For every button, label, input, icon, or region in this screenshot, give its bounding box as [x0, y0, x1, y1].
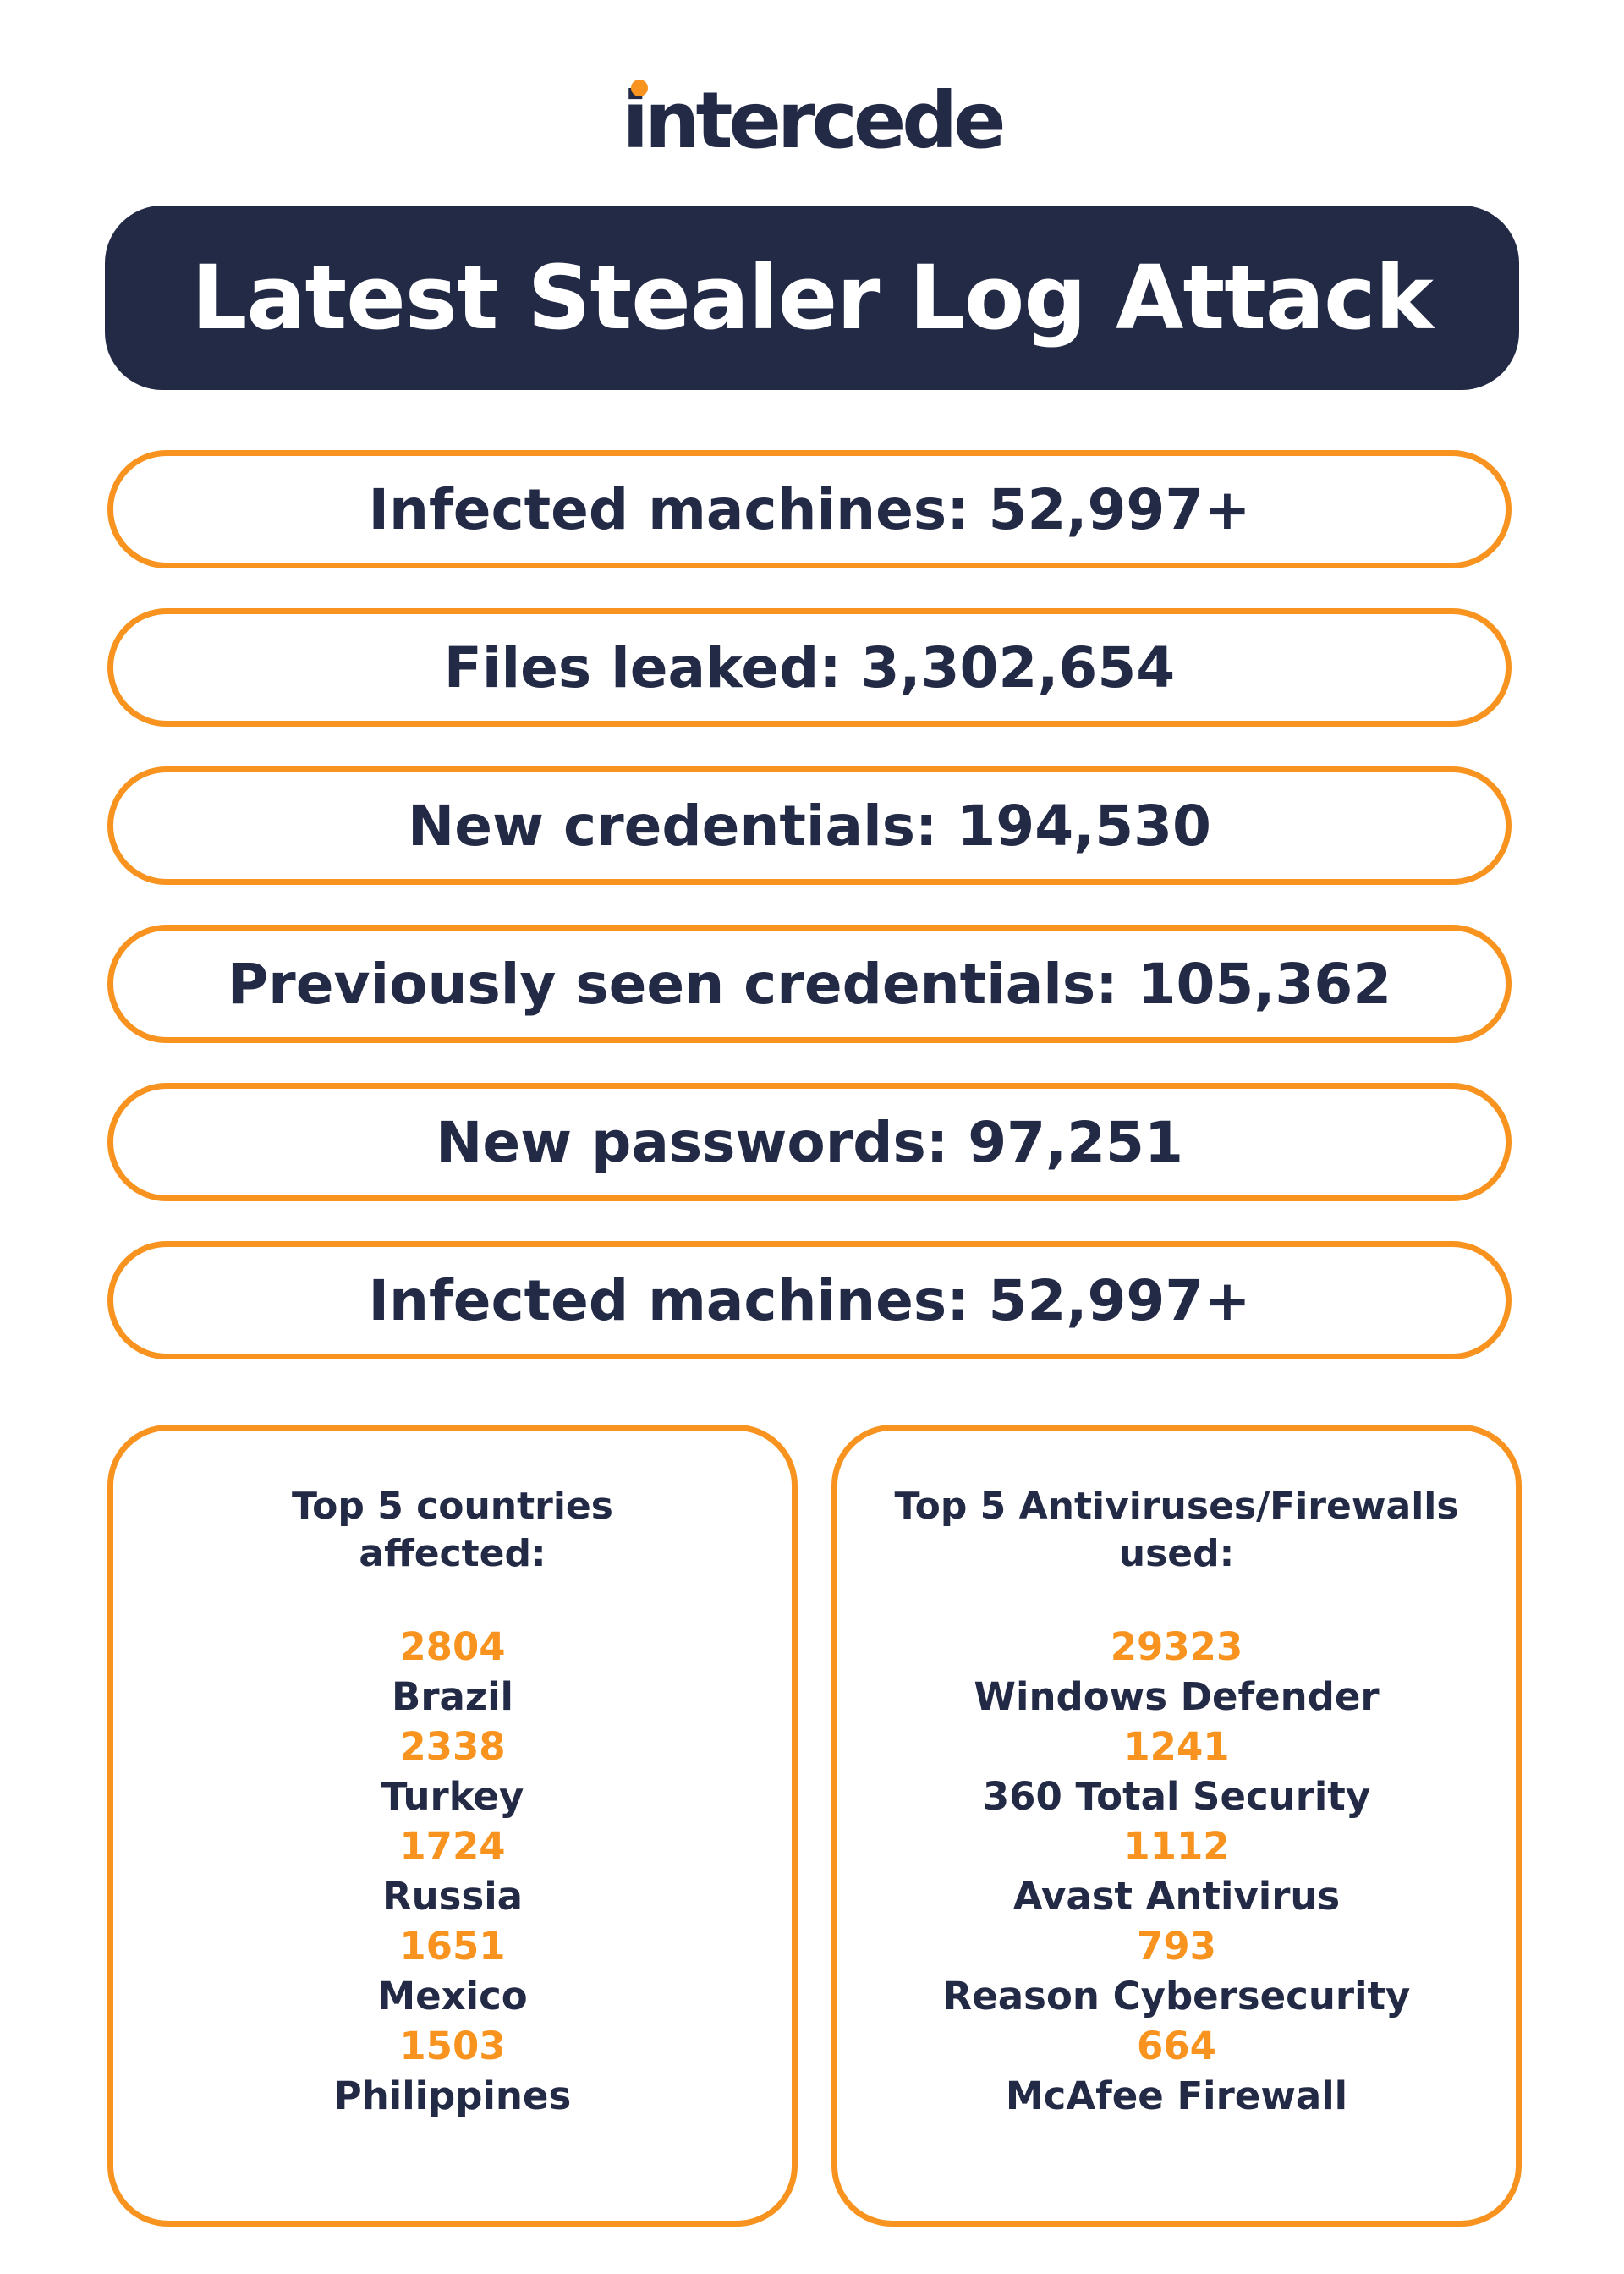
country-count: 2338 — [399, 1724, 506, 1769]
stat-text: New passwords: 97,251 — [436, 1109, 1183, 1175]
antiviruses-heading: Top 5 Antiviruses/Firewalls used: — [837, 1483, 1516, 1578]
logo-text: intercede — [622, 75, 1007, 166]
antiviruses-heading-line1: Top 5 Antiviruses/Firewalls — [894, 1485, 1459, 1528]
countries-heading: Top 5 countries affected: — [113, 1483, 792, 1578]
antivirus-count: 793 — [1137, 1924, 1216, 1969]
countries-heading-line1: Top 5 countries — [292, 1485, 613, 1528]
stat-box-new-credentials: New credentials: 194,530 — [107, 766, 1512, 885]
antivirus-count: 1241 — [1123, 1724, 1230, 1769]
antivirus-name: Reason Cybersecurity — [942, 1974, 1411, 2019]
country-count: 1503 — [399, 2024, 506, 2068]
country-entry: 1651 Mexico — [113, 1921, 792, 2021]
title-banner: Latest Stealer Log Attack — [105, 206, 1519, 390]
country-count: 1651 — [399, 1924, 506, 1969]
antivirus-name: Avast Antivirus — [1012, 1874, 1341, 1919]
antivirus-name: McAfee Firewall — [1005, 2074, 1348, 2118]
stat-box-files-leaked: Files leaked: 3,302,654 — [107, 608, 1512, 727]
country-name: Philippines — [333, 2074, 572, 2118]
country-name: Brazil — [392, 1674, 513, 1719]
countries-list: 2804 Brazil 2338 Turkey 1724 Russia 1651… — [113, 1622, 792, 2121]
country-name: Turkey — [381, 1774, 524, 1819]
stat-box-infected-machines-repeat: Infected machines: 52,997+ — [107, 1241, 1512, 1359]
antivirus-name: Windows Defender — [974, 1674, 1380, 1719]
intercede-logo: intercede — [0, 74, 1624, 168]
stat-text: Files leaked: 3,302,654 — [443, 634, 1176, 700]
country-entry: 2338 Turkey — [113, 1722, 792, 1821]
stat-text: New credentials: 194,530 — [408, 793, 1211, 859]
country-name: Russia — [381, 1874, 524, 1919]
logo-dot-icon — [630, 80, 648, 96]
stat-box-previously-seen-credentials: Previously seen credentials: 105,362 — [107, 925, 1512, 1043]
country-entry: 2804 Brazil — [113, 1622, 792, 1722]
country-entry: 1724 Russia — [113, 1821, 792, 1921]
antivirus-count: 664 — [1137, 2024, 1216, 2068]
antivirus-entry: 664 McAfee Firewall — [837, 2021, 1516, 2121]
stat-text: Previously seen credentials: 105,362 — [227, 951, 1392, 1017]
stat-text: Infected machines: 52,997+ — [368, 476, 1251, 542]
page-title: Latest Stealer Log Attack — [191, 246, 1434, 349]
antiviruses-panel: Top 5 Antiviruses/Firewalls used: 29323 … — [831, 1425, 1522, 2227]
stat-text: Infected machines: 52,997+ — [368, 1267, 1251, 1333]
antivirus-name: 360 Total Security — [982, 1774, 1371, 1819]
antivirus-count: 1112 — [1123, 1824, 1230, 1869]
country-count: 2804 — [399, 1624, 506, 1669]
antivirus-entry: 793 Reason Cybersecurity — [837, 1921, 1516, 2021]
stat-box-infected-machines: Infected machines: 52,997+ — [107, 450, 1512, 568]
antiviruses-list: 29323 Windows Defender 1241 360 Total Se… — [837, 1622, 1516, 2121]
antivirus-entry: 1241 360 Total Security — [837, 1722, 1516, 1821]
stat-box-new-passwords: New passwords: 97,251 — [107, 1083, 1512, 1201]
country-entry: 1503 Philippines — [113, 2021, 792, 2121]
antivirus-count: 29323 — [1110, 1624, 1243, 1669]
country-count: 1724 — [399, 1824, 506, 1869]
country-name: Mexico — [377, 1974, 528, 2019]
countries-panel: Top 5 countries affected: 2804 Brazil 23… — [107, 1425, 798, 2227]
antiviruses-heading-line2: used: — [1118, 1532, 1235, 1575]
antivirus-entry: 29323 Windows Defender — [837, 1622, 1516, 1722]
countries-heading-line2: affected: — [359, 1532, 546, 1575]
antivirus-entry: 1112 Avast Antivirus — [837, 1821, 1516, 1921]
